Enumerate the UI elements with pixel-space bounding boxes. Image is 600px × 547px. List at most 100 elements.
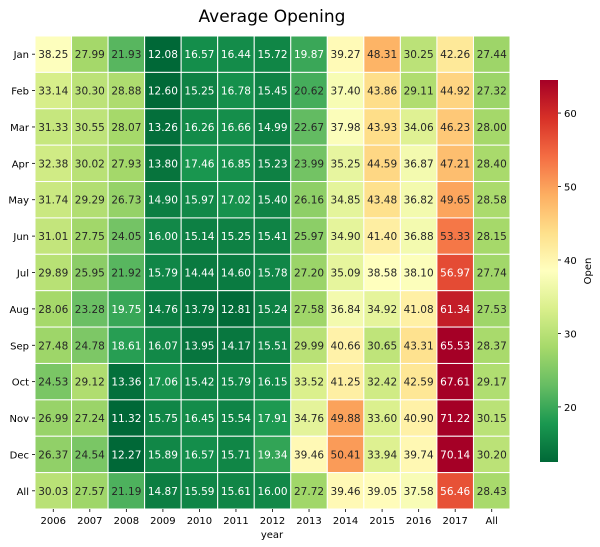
heatmap-cell — [144, 253, 182, 292]
cell-value-label: 15.97 — [184, 195, 214, 207]
cell-value-label: 70.14 — [440, 449, 470, 461]
heatmap-cell — [180, 362, 219, 401]
heatmap-cell — [436, 435, 474, 474]
heatmap-cell — [71, 35, 109, 73]
cell-value-label: 29.12 — [75, 377, 105, 389]
cell-value-label: 20.62 — [294, 86, 324, 98]
colorbar-tick-label: 50 — [564, 183, 577, 194]
cell-value-label: 29.99 — [294, 340, 324, 352]
cell-value-label: 39.46 — [294, 449, 324, 461]
cell-value-label: 21.19 — [111, 486, 141, 498]
cell-value-label: 16.15 — [257, 377, 287, 389]
heatmap-cell — [34, 71, 73, 110]
y-tick-label: Jul — [16, 269, 29, 280]
cell-value-label: 15.59 — [184, 486, 214, 498]
cell-value-label: 28.88 — [111, 86, 141, 98]
cell-value-label: 15.61 — [221, 486, 251, 498]
y-tick-label: Mar — [10, 123, 30, 134]
heatmap-cell — [436, 181, 474, 219]
heatmap-cell — [217, 144, 255, 183]
cell-value-label: 14.76 — [148, 304, 178, 316]
cell-value-label: 14.60 — [221, 268, 251, 280]
cell-value-label: 27.32 — [477, 86, 507, 98]
cell-value-label: 43.93 — [367, 122, 397, 134]
x-axis: 2006 2007 2008 2009 2010 2011 2012 2013 2014 2015… — [41, 509, 498, 527]
cell-value-label: 30.03 — [38, 486, 68, 498]
heatmap-cell — [253, 253, 292, 292]
heatmap-cell — [217, 362, 255, 401]
heatmap-cell — [399, 108, 438, 146]
x-tick-label: 2008 — [114, 516, 139, 527]
colorbar-tick-label: 60 — [564, 109, 577, 120]
cell-value-label: 38.10 — [404, 268, 434, 280]
cell-value-label: 15.23 — [257, 158, 287, 170]
cell-value-label: 30.15 — [477, 413, 507, 425]
cell-value-label: 27.20 — [294, 268, 324, 280]
cell-value-label: 24.53 — [38, 377, 68, 389]
cell-value-label: 15.25 — [221, 231, 251, 243]
heatmap-cell — [71, 217, 109, 255]
heatmap-cell — [472, 253, 511, 292]
y-tick-label: Jan — [13, 50, 29, 61]
cell-value-label: 15.75 — [148, 413, 178, 425]
cell-value-label: 17.06 — [148, 377, 178, 389]
cell-value-label: 14.44 — [184, 268, 214, 280]
cell-value-label: 28.06 — [38, 304, 68, 316]
heatmap-cell — [326, 144, 365, 183]
heatmap-cell — [399, 217, 438, 255]
heatmap-cell — [363, 362, 401, 401]
cell-value-label: 39.27 — [331, 49, 361, 61]
cell-value-label: 46.23 — [440, 122, 470, 134]
heatmap-cell — [107, 253, 146, 292]
heatmap-cell — [180, 108, 219, 146]
cell-value-label: 25.97 — [294, 231, 324, 243]
heatmap-cell — [217, 472, 255, 510]
heatmap-cell — [472, 108, 511, 146]
cell-value-label: 16.44 — [221, 49, 251, 61]
cell-value-label: 30.55 — [75, 122, 105, 134]
heatmap-cell — [290, 71, 328, 110]
x-tick-label: 2007 — [77, 516, 102, 527]
cell-value-label: 19.75 — [111, 304, 141, 316]
heatmap-cell — [290, 326, 328, 364]
cell-value-label: 21.92 — [111, 268, 141, 280]
cell-value-label: 13.26 — [148, 122, 178, 134]
heatmap-cell — [34, 217, 73, 255]
cell-value-label: 27.44 — [477, 49, 507, 61]
cell-value-label: 28.43 — [477, 486, 507, 498]
cell-value-label: 36.84 — [331, 304, 361, 316]
cell-value-label: 35.09 — [331, 268, 361, 280]
heatmap-cell — [472, 71, 511, 110]
cell-value-label: 15.78 — [257, 268, 287, 280]
cell-value-label: 39.46 — [331, 486, 361, 498]
cell-value-label: 13.95 — [184, 340, 214, 352]
x-axis-label: year — [261, 530, 284, 541]
heatmap-cell — [326, 399, 365, 437]
cell-value-label: 34.92 — [367, 304, 397, 316]
heatmap-cell — [399, 362, 438, 401]
cell-value-label: 53.33 — [440, 231, 470, 243]
heatmap-cell — [107, 217, 146, 255]
cell-value-label: 34.90 — [331, 231, 361, 243]
cell-value-label: 44.92 — [440, 86, 470, 98]
heatmap-cell — [326, 362, 365, 401]
cell-value-label: 42.59 — [404, 377, 434, 389]
heatmap-cell — [399, 290, 438, 328]
cell-value-label: 15.14 — [184, 231, 214, 243]
colorbar-label: Open — [583, 258, 594, 285]
cell-value-label: 15.72 — [257, 49, 287, 61]
cell-value-label: 29.11 — [404, 86, 434, 98]
heatmap-cell — [107, 326, 146, 364]
heatmap-cell — [363, 144, 401, 183]
heatmap-cell — [144, 217, 182, 255]
heatmap-cell — [144, 326, 182, 364]
chart-title: Average Opening — [199, 7, 346, 27]
heatmap-cell — [107, 362, 146, 401]
y-tick-label: Jun — [12, 232, 29, 243]
heatmap-cell — [436, 362, 474, 401]
cell-value-label: 25.95 — [75, 268, 105, 280]
heatmap-cell — [326, 181, 365, 219]
cell-value-label: 41.08 — [404, 304, 434, 316]
x-tick-label: 2017 — [442, 516, 467, 527]
heatmap-cell — [144, 435, 182, 474]
